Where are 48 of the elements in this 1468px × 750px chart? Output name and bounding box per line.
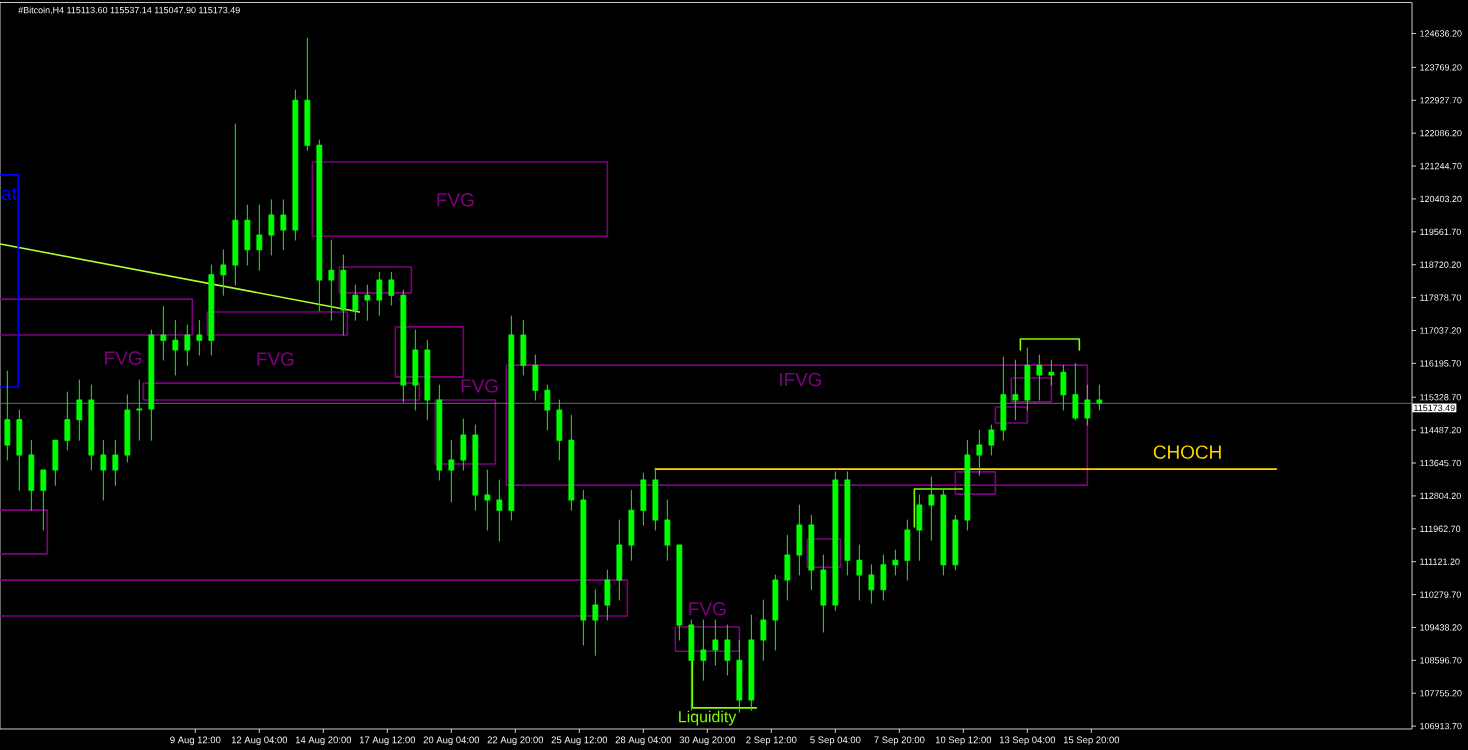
y-tick-label: 112804.20 xyxy=(1420,492,1461,500)
ref-line-label: 115173.49 xyxy=(1414,404,1455,412)
series-label: at xyxy=(1,187,17,201)
series-label: FVG xyxy=(105,351,142,365)
y-tick-label: 120403.20 xyxy=(1420,195,1462,203)
series-label: FVG xyxy=(689,602,726,616)
y-tick-label: 121244.70 xyxy=(1420,162,1462,170)
y-tick-label: 115328.70 xyxy=(1420,394,1461,401)
x-tick-label: 22 Aug 20:00 xyxy=(487,736,544,746)
series-label: FVG xyxy=(257,352,294,366)
series-label: CHOCH xyxy=(1153,445,1221,459)
x-tick-label: 9 Aug 12:00 xyxy=(170,736,221,746)
x-tick-label: 14 Aug 20:00 xyxy=(295,736,352,746)
x-tick-label: 10 Sep 12:00 xyxy=(935,736,992,746)
x-tick-label: 12 Aug 04:00 xyxy=(231,736,288,746)
x-tick-label: 5 Sep 04:00 xyxy=(810,736,861,746)
y-tick-label: 118720.20 xyxy=(1420,261,1461,268)
series-label: Liquidity xyxy=(679,710,737,726)
y-tick-label: 111962.70 xyxy=(1420,525,1461,532)
y-tick-label: 107755.20 xyxy=(1420,690,1462,697)
y-tick-label: 108596.70 xyxy=(1420,657,1462,664)
series-label: IFVG xyxy=(780,372,822,387)
y-tick-label: 122086.20 xyxy=(1420,129,1462,137)
y-tick-label: 122927.70 xyxy=(1420,97,1462,104)
series-label: FVG xyxy=(461,379,498,393)
y-tick-label: 117878.70 xyxy=(1420,294,1461,301)
y-tick-label: 117037.20 xyxy=(1420,327,1461,334)
y-tick-label: 110279.70 xyxy=(1420,591,1461,598)
chart-title: #Bitcoin,H4 115113.60 115537.14 115047.90 115173.49 xyxy=(18,6,240,15)
x-tick-label: 30 Aug 20:00 xyxy=(679,736,736,746)
x-tick-label: 13 Sep 04:00 xyxy=(999,736,1056,746)
y-tick-label: 119561.70 xyxy=(1420,228,1461,235)
x-tick-label: 20 Aug 04:00 xyxy=(423,736,480,746)
y-tick-label: 124636.20 xyxy=(1420,30,1462,37)
x-tick-label: 17 Aug 12:00 xyxy=(359,736,416,746)
y-tick-label: 123769.20 xyxy=(1420,64,1462,71)
x-tick-label: 28 Aug 04:00 xyxy=(615,736,672,746)
y-tick-label: 106913.70 xyxy=(1420,722,1462,730)
y-tick-label: 116195.70 xyxy=(1420,360,1461,367)
series-label: FVG xyxy=(437,193,474,207)
y-tick-label: 111121.20 xyxy=(1420,558,1460,565)
x-tick-label: 25 Aug 12:00 xyxy=(551,736,608,746)
x-tick-label: 15 Sep 20:00 xyxy=(1063,736,1120,746)
y-tick-label: 114487.20 xyxy=(1420,426,1461,434)
x-tick-label: 2 Sep 12:00 xyxy=(746,736,797,746)
y-tick-label: 113645.70 xyxy=(1420,459,1461,467)
x-tick-label: 7 Sep 20:00 xyxy=(874,736,925,746)
y-tick-label: 109438.20 xyxy=(1420,624,1462,631)
